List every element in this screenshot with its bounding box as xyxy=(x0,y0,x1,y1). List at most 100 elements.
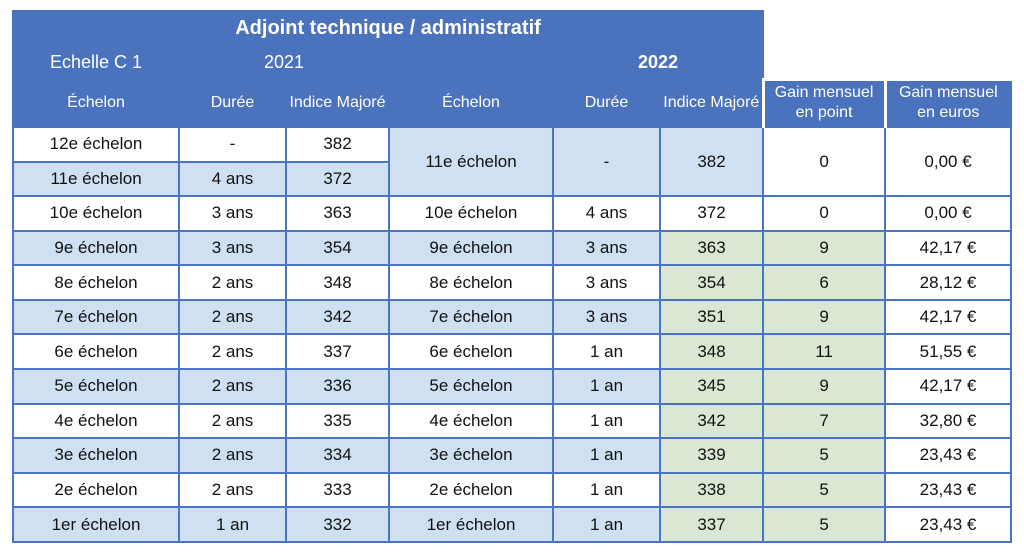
cell-duree-2022: 3 ans xyxy=(552,264,661,301)
cell-duree-2022: 1 an xyxy=(552,506,661,543)
cell-gain-euros: 42,17 € xyxy=(884,368,1013,405)
col-header-echelon-2021: Échelon xyxy=(12,78,180,128)
cell-echelon-2022: 6e échelon xyxy=(388,333,554,371)
cell-duree-2021: 2 ans xyxy=(178,333,287,371)
cell-duree-2021: 2 ans xyxy=(178,471,287,509)
col-header-duree-2021: Durée xyxy=(178,78,287,128)
cell-indice-2021: 363 xyxy=(285,195,390,232)
cell-echelon-2022: 5e échelon xyxy=(388,368,554,405)
table-row: 6e échelon 2 ans 337 6e échelon 1 an 348… xyxy=(12,333,1013,371)
cell-gain-point: 11 xyxy=(762,333,887,371)
cell-echelon-2022: 1er échelon xyxy=(388,506,554,543)
cell-gain-euros: 42,17 € xyxy=(884,229,1013,267)
year-2021-label: 2021 xyxy=(178,45,390,80)
cell-echelon-2022: 2e échelon xyxy=(388,471,554,509)
table-row: 12e échelon - 382 11e échelon - 382 0 0,… xyxy=(12,125,1013,198)
cell-gain-euros: 0,00 € xyxy=(884,125,1013,198)
cell-gain-point: 0 xyxy=(762,195,887,232)
cell-duree-2022: 3 ans xyxy=(552,298,661,336)
cell-duree-2021: 4 ans xyxy=(178,160,287,198)
echelle-label: Echelle C 1 xyxy=(12,45,180,80)
cell-duree-2021: 2 ans xyxy=(178,437,287,474)
year-2022-label: 2022 xyxy=(551,45,765,80)
col-header-duree-2022: Durée xyxy=(552,78,661,128)
page-title: Adjoint technique / administratif xyxy=(11,10,765,47)
cell-gain-point: 7 xyxy=(762,402,887,440)
subheader-row: Echelle C 1 2021 2022 xyxy=(12,45,1011,80)
cell-indice-2022: 338 xyxy=(658,471,765,509)
cell-echelon-2022: 11e échelon xyxy=(388,125,554,198)
cell-echelon-2021: 10e échelon xyxy=(12,195,180,232)
cell-indice-2022: 342 xyxy=(658,402,765,440)
cell-indice-2021: 342 xyxy=(285,298,390,336)
title-row: Adjoint technique / administratif xyxy=(11,10,1012,79)
col-header-gain-point: Gain mensuel en point xyxy=(761,77,887,128)
table-row: 3e échelon 2 ans 334 3e échelon 1 an 339… xyxy=(12,437,1013,474)
cell-gain-euros: 23,43 € xyxy=(884,506,1013,543)
cell-duree-2022: 1 an xyxy=(552,368,661,405)
table-row: 2e échelon 2 ans 333 2e échelon 1 an 338… xyxy=(12,471,1013,509)
table-row: 4e échelon 2 ans 335 4e échelon 1 an 342… xyxy=(12,402,1013,440)
col-header-gain-euros: Gain mensuel en euros xyxy=(883,77,1013,128)
cell-indice-2022: 339 xyxy=(658,437,765,474)
cell-duree-2021: 2 ans xyxy=(178,264,287,301)
cell-indice-2022: 351 xyxy=(658,298,765,336)
cell-duree-2021: 3 ans xyxy=(178,195,287,232)
cell-gain-point: 0 xyxy=(762,125,887,198)
cell-echelon-2022: 10e échelon xyxy=(388,195,554,232)
cell-echelon-2022: 8e échelon xyxy=(388,264,554,301)
cell-echelon-2022: 9e échelon xyxy=(388,229,554,267)
column-header-row: Échelon Durée Indice Majoré Échelon Duré… xyxy=(12,77,1013,128)
cell-gain-point: 5 xyxy=(762,471,887,509)
cell-indice-2021: 372 xyxy=(285,160,390,198)
cell-indice-2021: 335 xyxy=(285,402,390,440)
col-header-indice-2022: Indice Majoré xyxy=(658,78,765,128)
cell-indice-2022: 337 xyxy=(658,506,765,543)
cell-gain-point: 9 xyxy=(762,298,887,336)
col-header-echelon-2022: Échelon xyxy=(388,78,554,128)
cell-indice-2022: 382 xyxy=(658,125,765,198)
cell-echelon-2022: 7e échelon xyxy=(388,298,554,336)
cell-indice-2022: 345 xyxy=(658,368,765,405)
cell-gain-point: 9 xyxy=(762,368,887,405)
cell-duree-2022: 1 an xyxy=(552,471,661,509)
cell-echelon-2021: 3e échelon xyxy=(12,437,180,474)
cell-indice-2021: 332 xyxy=(285,506,390,543)
header-blank-area xyxy=(763,11,1012,79)
subheader-spacer xyxy=(388,45,554,80)
cell-echelon-2021: 4e échelon xyxy=(12,402,180,440)
table-row: 10e échelon 3 ans 363 10e échelon 4 ans … xyxy=(12,195,1013,232)
cell-duree-2022: 1 an xyxy=(552,402,661,440)
cell-gain-euros: 42,17 € xyxy=(884,298,1013,336)
cell-duree-2022: 1 an xyxy=(552,437,661,474)
cell-indice-2022: 363 xyxy=(658,229,765,267)
cell-gain-point: 9 xyxy=(762,229,887,267)
cell-indice-2021: 337 xyxy=(285,333,390,371)
cell-duree-2022: 3 ans xyxy=(552,229,661,267)
cell-indice-2022: 348 xyxy=(658,333,765,371)
cell-gain-euros: 23,43 € xyxy=(884,471,1013,509)
col-header-indice-2021: Indice Majoré xyxy=(285,78,390,128)
cell-duree-2021: 1 an xyxy=(178,506,287,543)
cell-duree-2022: 4 ans xyxy=(552,195,661,232)
cell-echelon-2021: 9e échelon xyxy=(12,229,180,267)
cell-indice-2021: 336 xyxy=(285,368,390,405)
cell-indice-2021: 348 xyxy=(285,264,390,301)
cell-gain-point: 5 xyxy=(762,506,887,543)
cell-echelon-2021: 11e échelon xyxy=(12,160,180,198)
cell-echelon-2021: 12e échelon xyxy=(12,126,180,163)
cell-echelon-2021: 2e échelon xyxy=(12,471,180,509)
cell-echelon-2022: 4e échelon xyxy=(388,402,554,440)
salary-scale-table: Adjoint technique / administratif Echell… xyxy=(11,10,1013,543)
cell-echelon-2022: 3e échelon xyxy=(388,437,554,474)
cell-echelon-2021: 6e échelon xyxy=(12,333,180,371)
cell-gain-euros: 28,12 € xyxy=(884,264,1013,301)
cell-duree-2021: 3 ans xyxy=(178,229,287,267)
table-row: 8e échelon 2 ans 348 8e échelon 3 ans 35… xyxy=(12,264,1013,301)
table-row: 11e échelon 4 ans 372 xyxy=(12,160,1011,198)
cell-gain-euros: 32,80 € xyxy=(884,402,1013,440)
cell-indice-2021: 334 xyxy=(285,437,390,474)
table-row: 9e échelon 3 ans 354 9e échelon 3 ans 36… xyxy=(12,229,1013,267)
cell-echelon-2021: 1er échelon xyxy=(12,506,180,543)
cell-gain-euros: 23,43 € xyxy=(884,437,1013,474)
